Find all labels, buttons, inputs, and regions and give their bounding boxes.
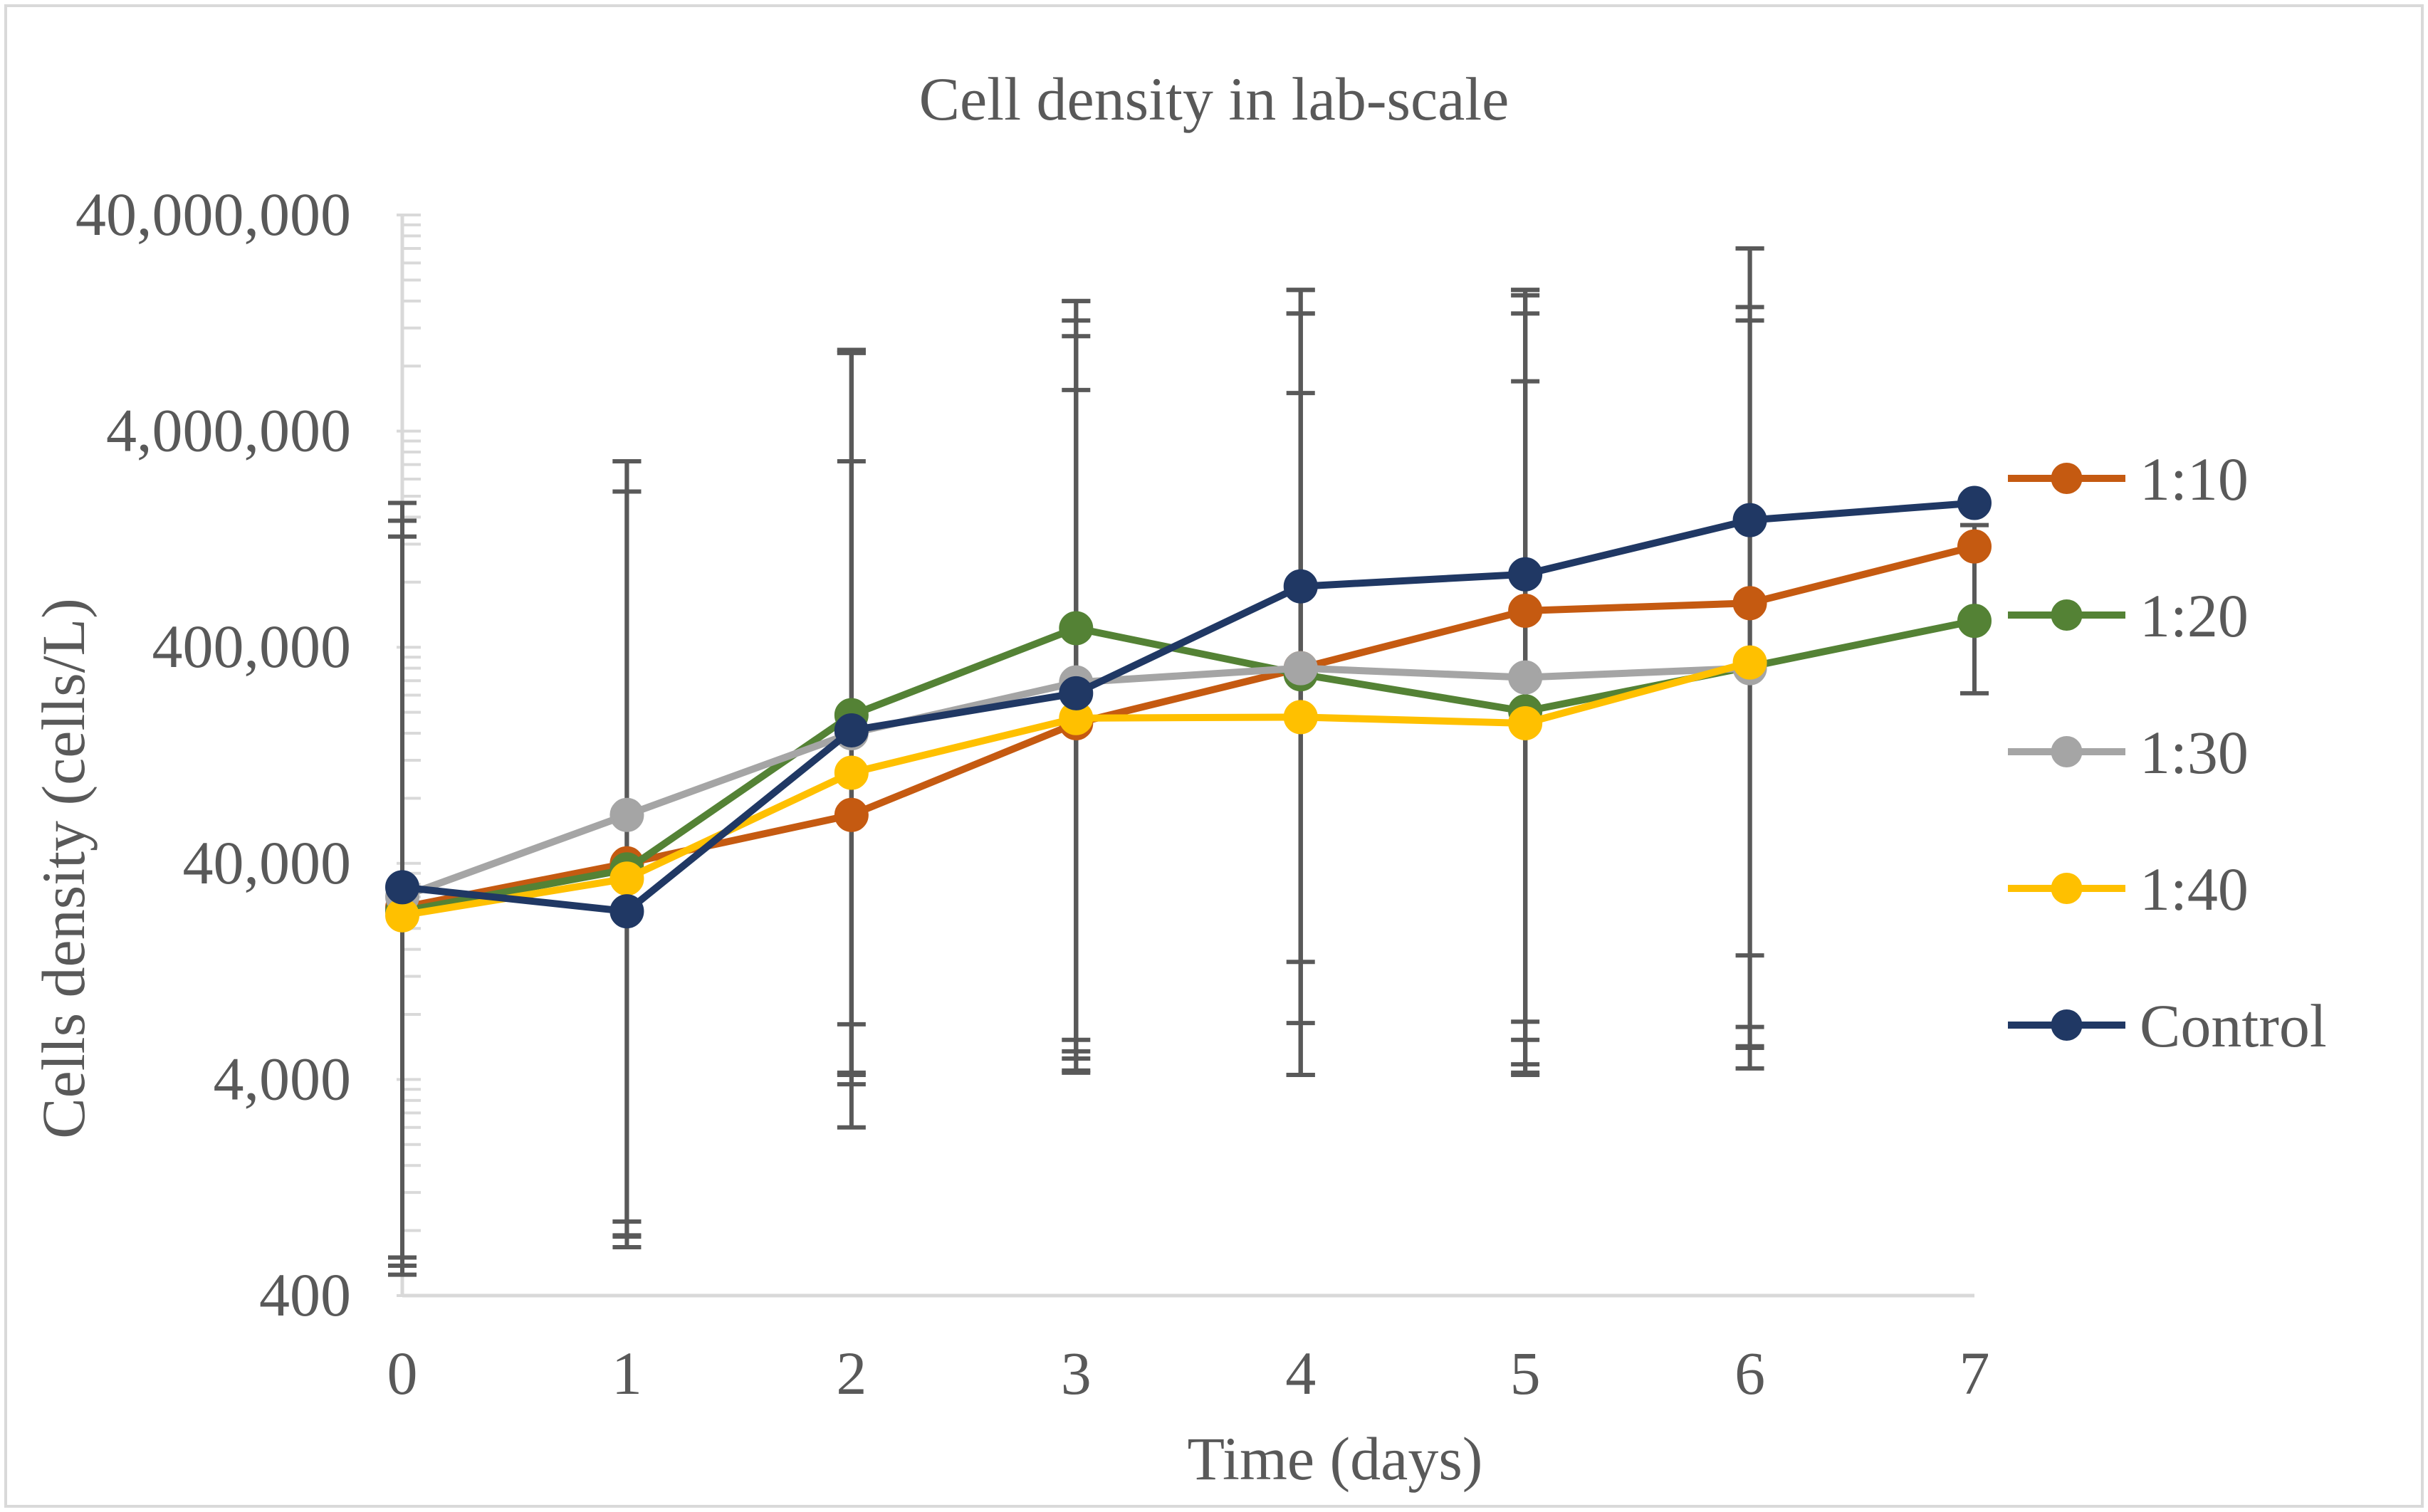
- legend-item-1-20: 1:20: [2008, 582, 2249, 650]
- data-point-1-30: [1283, 651, 1318, 686]
- data-point-1-40: [609, 861, 644, 896]
- legend: 1:10 1:20 1:30 1:40 Control: [2008, 445, 2327, 1060]
- data-point-1-40: [1283, 700, 1318, 735]
- chart-title: Cell density in lab-scale: [919, 65, 1509, 133]
- data-point-control: [1732, 503, 1767, 537]
- data-point-1-40: [834, 755, 869, 790]
- data-point-1-30: [609, 797, 644, 832]
- x-axis-label: Time (days): [1188, 1424, 1483, 1493]
- data-point-1-10: [1508, 593, 1543, 628]
- data-point-control: [1059, 676, 1094, 710]
- legend-marker: [2051, 736, 2083, 767]
- data-point-control: [609, 894, 644, 929]
- data-point-control: [1508, 557, 1543, 592]
- data-point-1-40: [1732, 645, 1767, 680]
- legend-marker: [2051, 1009, 2083, 1041]
- x-tick-label: 6: [1734, 1339, 1765, 1407]
- y-tick-label: 40,000,000: [75, 180, 351, 248]
- data-point-control: [834, 713, 869, 747]
- x-tick-label: 1: [612, 1339, 642, 1407]
- y-tick-label: 4,000,000: [106, 397, 351, 465]
- legend-marker: [2051, 873, 2083, 904]
- data-point-1-20: [1059, 611, 1094, 646]
- plot-area: 400 4,000 40,000 400,000 4,000,000 40,000,000…: [75, 180, 1992, 1407]
- data-point-1-20: [1957, 604, 1992, 639]
- data-point-1-10: [1957, 529, 1992, 564]
- legend-label: 1:10: [2140, 445, 2249, 513]
- legend-label: 1:20: [2140, 582, 2249, 650]
- x-tick-label: 0: [387, 1339, 418, 1407]
- y-tick-label: 40,000: [183, 829, 352, 897]
- data-point-1-30: [1508, 660, 1543, 695]
- y-tick-label: 4,000: [214, 1044, 352, 1113]
- legend-label: 1:40: [2140, 855, 2249, 923]
- y-axis-label: Cells density (cells/L): [29, 598, 98, 1139]
- x-tick-label: 2: [836, 1339, 867, 1407]
- series-control: [385, 485, 1992, 929]
- legend-label: Control: [2140, 992, 2327, 1060]
- data-point-1-10: [1732, 586, 1767, 621]
- data-point-control: [385, 870, 419, 905]
- legend-marker: [2051, 599, 2083, 631]
- data-point-1-40: [1508, 705, 1543, 740]
- y-tick-label: 400: [259, 1261, 351, 1329]
- legend-item-1-40: 1:40: [2008, 855, 2249, 923]
- legend-label: 1:30: [2140, 718, 2249, 787]
- y-tick-label: 400,000: [152, 612, 352, 681]
- data-point-control: [1957, 485, 1992, 520]
- x-tick-label: 3: [1061, 1339, 1092, 1407]
- series-line-1-10: [402, 542, 1976, 911]
- legend-item-control: Control: [2008, 992, 2327, 1060]
- legend-marker: [2051, 463, 2083, 494]
- data-point-1-10: [834, 797, 869, 832]
- x-tick-label: 4: [1285, 1339, 1316, 1407]
- legend-item-1-10: 1:10: [2008, 445, 2249, 513]
- series-line-control: [402, 499, 1975, 915]
- legend-item-1-30: 1:30: [2008, 718, 2249, 787]
- data-point-control: [1283, 569, 1318, 604]
- x-tick-label: 7: [1959, 1339, 1990, 1407]
- x-tick-label: 5: [1510, 1339, 1541, 1407]
